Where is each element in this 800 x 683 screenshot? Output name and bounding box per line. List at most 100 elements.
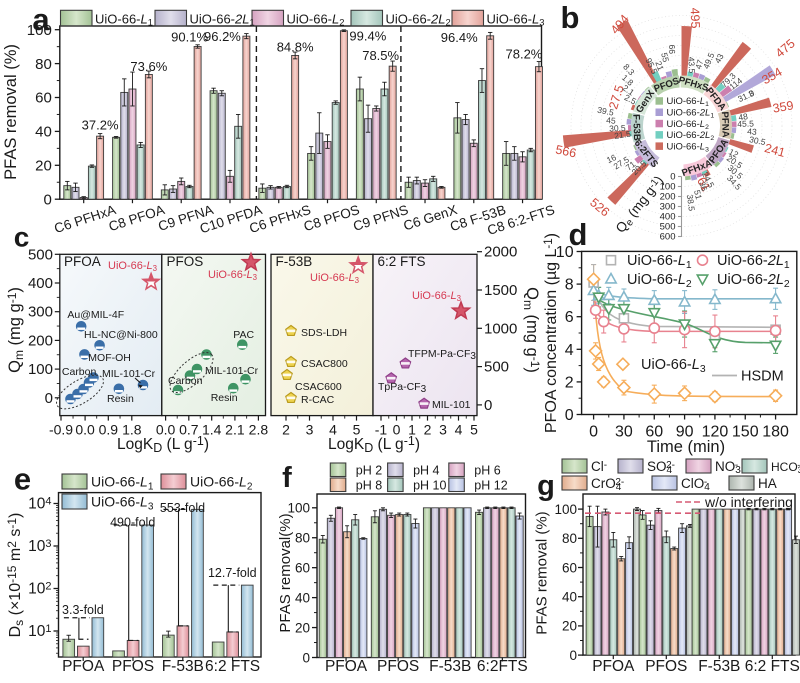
svg-text:MOF-OH: MOF-OH xyxy=(88,352,131,364)
svg-text:10: 10 xyxy=(556,244,574,261)
svg-text:553-fold: 553-fold xyxy=(160,501,205,515)
svg-text:HCO3-: HCO3- xyxy=(771,460,800,475)
svg-text:43: 43 xyxy=(747,126,757,137)
svg-text:359: 359 xyxy=(772,98,795,115)
svg-text:UiO-66-L3: UiO-66-L3 xyxy=(108,260,158,273)
svg-text:90: 90 xyxy=(676,424,694,441)
svg-text:UiO-66-L2: UiO-66-L2 xyxy=(667,119,710,131)
svg-text:2.5: 2.5 xyxy=(623,92,638,106)
svg-text:51: 51 xyxy=(692,189,704,201)
svg-text:40: 40 xyxy=(295,590,310,605)
svg-text:490-fold: 490-fold xyxy=(110,516,155,530)
svg-text:UiO-66-2L2: UiO-66-2L2 xyxy=(667,130,715,142)
svg-text:Au@MIL-4F: Au@MIL-4F xyxy=(67,309,124,321)
svg-text:6:2 FTS: 6:2 FTS xyxy=(745,658,800,675)
svg-text:3: 3 xyxy=(439,422,447,438)
svg-text:73.6%: 73.6% xyxy=(130,59,167,74)
svg-text:1.8: 1.8 xyxy=(122,422,142,438)
svg-text:300: 300 xyxy=(28,304,53,321)
svg-text:60: 60 xyxy=(645,424,663,441)
svg-text:pH 10: pH 10 xyxy=(413,479,446,493)
svg-text:0: 0 xyxy=(589,424,598,441)
svg-text:HL-NC@Ni-800: HL-NC@Ni-800 xyxy=(84,329,158,341)
svg-text:20: 20 xyxy=(562,619,577,634)
svg-text:MIL-101-Cr: MIL-101-Cr xyxy=(102,368,156,380)
svg-text:pH 12: pH 12 xyxy=(474,479,507,493)
svg-text:80: 80 xyxy=(35,56,52,73)
svg-text:PAC: PAC xyxy=(233,329,254,341)
svg-text:61: 61 xyxy=(694,175,713,194)
svg-text:0: 0 xyxy=(393,422,401,438)
svg-text:PFAS removal (%): PFAS removal (%) xyxy=(2,44,20,180)
svg-text:37.2%: 37.2% xyxy=(82,118,119,133)
svg-text:84.8%: 84.8% xyxy=(277,40,314,55)
svg-text:100: 100 xyxy=(27,22,52,39)
svg-text:0: 0 xyxy=(43,191,51,208)
svg-text:30: 30 xyxy=(615,424,633,441)
svg-text:PFOS: PFOS xyxy=(377,658,419,675)
svg-text:PFOS: PFOS xyxy=(112,658,154,675)
svg-text:43: 43 xyxy=(712,52,725,65)
svg-text:UiO-66-2L1: UiO-66-2L1 xyxy=(667,108,715,120)
svg-text:36: 36 xyxy=(697,180,710,193)
svg-text:UiO-66-L2: UiO-66-L2 xyxy=(287,11,345,27)
svg-text:0: 0 xyxy=(747,88,756,99)
svg-text:47: 47 xyxy=(693,58,705,70)
svg-text:MIL-101: MIL-101 xyxy=(432,399,471,411)
svg-text:Cl-: Cl- xyxy=(591,459,607,474)
svg-text:g: g xyxy=(537,470,555,502)
svg-text:241: 241 xyxy=(763,141,787,160)
svg-text:UiO-66-L3: UiO-66-L3 xyxy=(208,269,258,282)
svg-text:f: f xyxy=(282,462,292,494)
svg-text:4: 4 xyxy=(329,422,337,438)
svg-text:TpPa-CF3: TpPa-CF3 xyxy=(378,381,427,395)
svg-text:45.5: 45.5 xyxy=(737,118,754,129)
svg-text:CSAC600: CSAC600 xyxy=(295,381,342,393)
svg-text:40: 40 xyxy=(562,590,577,605)
svg-text:PFOA: PFOA xyxy=(325,658,368,675)
svg-text:99.4%: 99.4% xyxy=(349,29,386,44)
svg-text:HSDM: HSDM xyxy=(741,369,784,385)
svg-text:UiO-66-L3: UiO-66-L3 xyxy=(667,141,710,153)
svg-text:0.0: 0.0 xyxy=(75,422,95,438)
svg-text:150: 150 xyxy=(732,424,759,441)
svg-text:600: 600 xyxy=(660,232,676,243)
svg-text:ClO4-: ClO4- xyxy=(681,476,710,493)
svg-text:UiO-66-L3: UiO-66-L3 xyxy=(641,357,706,375)
svg-text:d: d xyxy=(569,217,588,252)
svg-text:UiO-66-L1: UiO-66-L1 xyxy=(95,11,153,27)
svg-text:2: 2 xyxy=(282,422,290,438)
svg-text:45: 45 xyxy=(606,115,616,126)
svg-text:b: b xyxy=(561,0,580,35)
svg-text:6: 6 xyxy=(565,309,574,326)
svg-text:CrO42-: CrO42- xyxy=(591,476,624,493)
svg-text:2.1: 2.1 xyxy=(225,422,245,438)
svg-text:6:2 FTS: 6:2 FTS xyxy=(205,658,260,675)
svg-text:27.5: 27.5 xyxy=(606,83,627,110)
svg-text:UiO-66-L2: UiO-66-L2 xyxy=(190,474,253,493)
svg-text:21.5: 21.5 xyxy=(614,129,632,141)
svg-text:UiO-66-2L1: UiO-66-2L1 xyxy=(717,253,790,271)
svg-text:566: 566 xyxy=(554,142,577,160)
svg-text:w/o interfering: w/o interfering xyxy=(704,494,793,510)
svg-text:PFNA: PFNA xyxy=(719,111,731,138)
svg-text:400: 400 xyxy=(28,275,53,292)
svg-text:0: 0 xyxy=(302,650,310,665)
svg-text:78.2%: 78.2% xyxy=(506,47,543,62)
svg-text:0: 0 xyxy=(565,407,574,424)
svg-text:5: 5 xyxy=(353,422,361,438)
svg-text:UiO-66-2L1: UiO-66-2L1 xyxy=(190,11,255,27)
svg-text:100: 100 xyxy=(287,501,310,516)
svg-text:60: 60 xyxy=(562,560,577,575)
svg-text:4: 4 xyxy=(565,342,574,359)
svg-text:3: 3 xyxy=(306,422,314,438)
svg-text:pH 2: pH 2 xyxy=(356,464,382,478)
svg-text:200: 200 xyxy=(28,332,53,349)
svg-text:0: 0 xyxy=(45,390,53,407)
svg-text:UiO-66-L2: UiO-66-L2 xyxy=(627,272,692,290)
svg-text:0.9: 0.9 xyxy=(99,422,119,438)
svg-text:0: 0 xyxy=(569,648,577,663)
svg-text:PFAS removal(%): PFAS removal(%) xyxy=(277,513,294,632)
svg-text:HA: HA xyxy=(758,476,777,491)
svg-text:-0.9: -0.9 xyxy=(49,422,73,438)
